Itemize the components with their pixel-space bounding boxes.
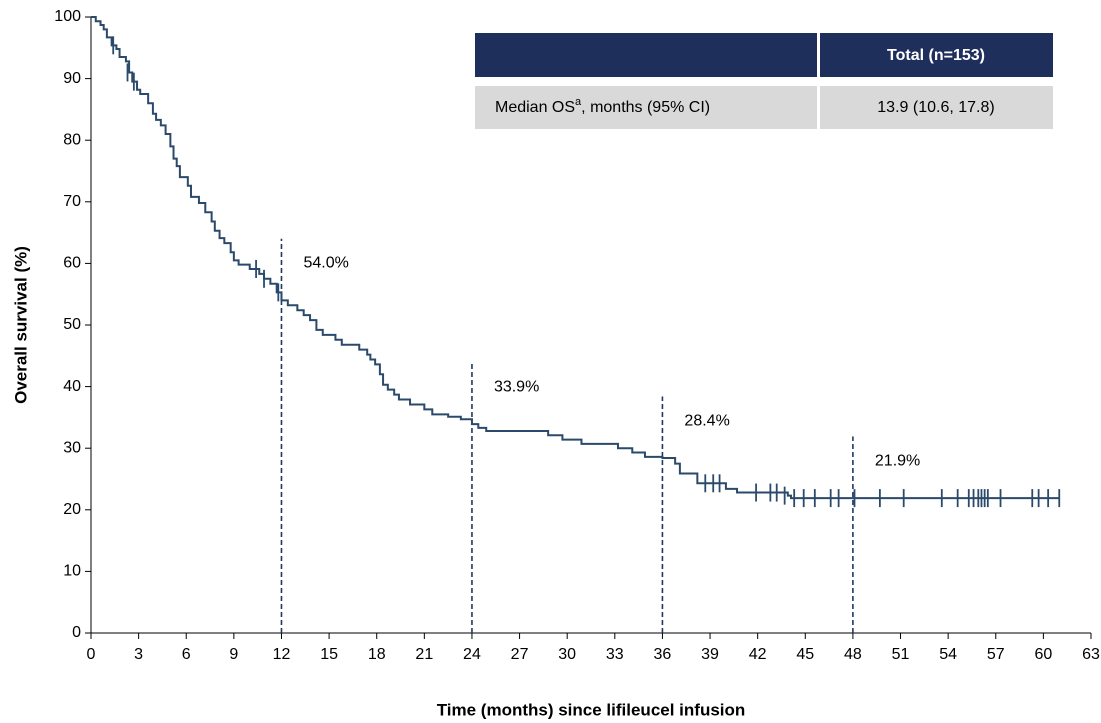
x-axis-label: Time (months) since lifileucel infusion: [437, 700, 746, 719]
y-tick-label: 40: [63, 378, 81, 395]
x-tick-label: 63: [1082, 646, 1100, 663]
x-tick-label: 48: [844, 646, 862, 663]
table-cell: [475, 86, 817, 129]
landmark-label: 33.9%: [494, 378, 539, 395]
x-tick-label: 12: [273, 646, 291, 663]
y-tick-label: 20: [63, 501, 81, 518]
table-row-label: Median OSa, months (95% CI): [495, 96, 710, 116]
y-tick-label: 60: [63, 255, 81, 272]
x-tick-label: 0: [87, 646, 96, 663]
x-tick-label: 24: [463, 646, 481, 663]
x-tick-label: 42: [749, 646, 767, 663]
landmark-label: 28.4%: [684, 412, 729, 429]
x-tick-label: 18: [368, 646, 386, 663]
y-axis-label: Overall survival (%): [11, 246, 30, 404]
y-tick-label: 50: [63, 316, 81, 333]
table-value: 13.9 (10.6, 17.8): [877, 99, 994, 116]
y-tick-label: 0: [72, 624, 81, 641]
y-tick-label: 10: [63, 563, 81, 580]
y-tick-label: 90: [63, 70, 81, 87]
x-tick-label: 60: [1034, 646, 1052, 663]
table-header-cell: [475, 33, 817, 77]
superscript: a: [575, 96, 582, 108]
x-tick-label: 57: [987, 646, 1005, 663]
x-tick-label: 27: [511, 646, 529, 663]
y-tick-label: 70: [63, 193, 81, 210]
x-tick-label: 21: [415, 646, 433, 663]
x-tick-label: 39: [701, 646, 719, 663]
y-tick-label: 100: [54, 8, 81, 25]
x-tick-label: 36: [654, 646, 672, 663]
y-tick-label: 30: [63, 439, 81, 456]
x-tick-label: 54: [939, 646, 957, 663]
table-header: Total (n=153): [887, 47, 985, 64]
table-cell: [820, 86, 1053, 129]
y-tick-label: 80: [63, 131, 81, 148]
table-header-cell: [820, 33, 1053, 77]
x-tick-label: 15: [320, 646, 338, 663]
x-tick-label: 6: [182, 646, 191, 663]
label-part: , months (95% CI): [581, 99, 710, 116]
survival-curve: [91, 16, 1060, 500]
x-tick-label: 33: [606, 646, 624, 663]
landmark-label: 54.0%: [303, 255, 348, 272]
x-tick-label: 3: [134, 646, 143, 663]
x-tick-label: 9: [229, 646, 238, 663]
label-part: Median OS: [495, 99, 575, 116]
landmark-label: 21.9%: [875, 452, 920, 469]
x-tick-label: 30: [558, 646, 576, 663]
x-tick-label: 45: [796, 646, 814, 663]
x-tick-label: 51: [892, 646, 910, 663]
